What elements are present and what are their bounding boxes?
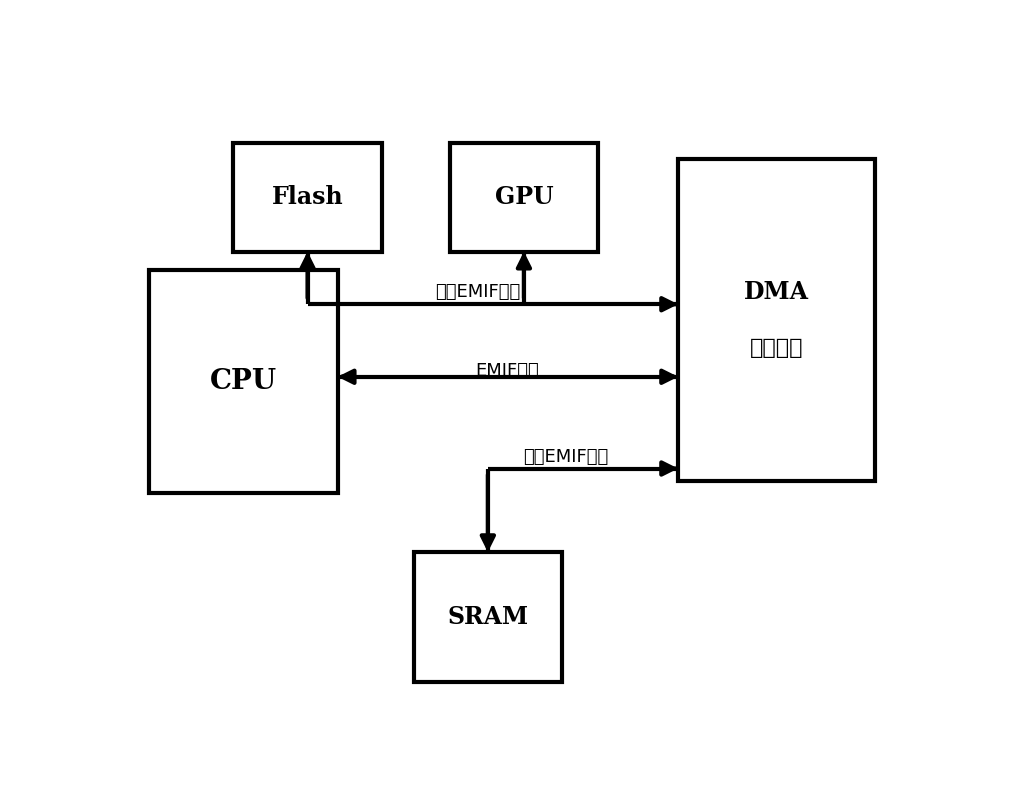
Text: SRAM: SRAM bbox=[448, 605, 528, 630]
Text: EMIF总线: EMIF总线 bbox=[476, 361, 540, 380]
Bar bbox=[414, 552, 562, 683]
Bar bbox=[450, 143, 598, 251]
Text: 扩展EMIF总线: 扩展EMIF总线 bbox=[523, 448, 609, 466]
Text: DMA: DMA bbox=[743, 280, 809, 303]
Bar bbox=[234, 143, 382, 251]
Text: 扩展EMIF总线: 扩展EMIF总线 bbox=[435, 283, 520, 301]
Bar bbox=[678, 159, 875, 481]
Bar bbox=[149, 270, 337, 493]
Text: 协处理器: 协处理器 bbox=[750, 337, 803, 357]
Text: GPU: GPU bbox=[494, 185, 553, 209]
Text: CPU: CPU bbox=[210, 368, 277, 395]
Text: Flash: Flash bbox=[272, 185, 343, 209]
